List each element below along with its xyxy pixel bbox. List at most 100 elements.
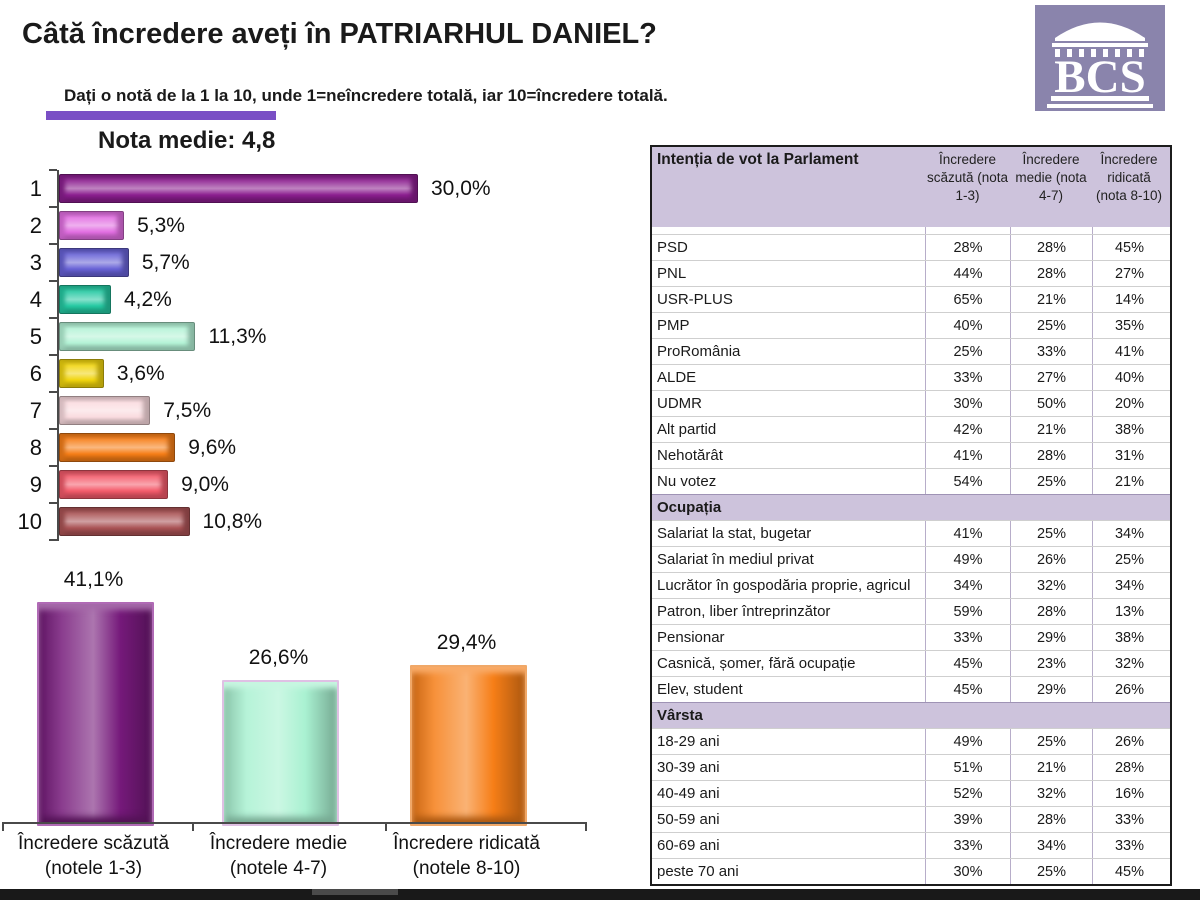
- rating-bar-row: 11,3%: [59, 318, 266, 355]
- table-cell-value: 33%: [1010, 339, 1092, 364]
- table-row: Salariat în mediul privat 49% 26% 25%: [652, 546, 1170, 572]
- table-cell-value: 32%: [1010, 781, 1092, 806]
- table-cell-value: 33%: [925, 625, 1010, 650]
- table-cell-value: 42%: [925, 417, 1010, 442]
- table-cell-value: 45%: [1092, 235, 1166, 260]
- table-cell-value: 29%: [1010, 677, 1092, 702]
- table-cell-value: 40%: [1092, 365, 1166, 390]
- table-cell-value: 16%: [1092, 781, 1166, 806]
- table-cell-value: 39%: [925, 807, 1010, 832]
- table-row-label: Alt partid: [657, 421, 717, 438]
- table-body: PSD 28% 28% 45% PNL 44% 28% 27% USR-PLUS 65% 21% 14…: [652, 234, 1170, 884]
- table-row-label: Pensionar: [657, 629, 725, 646]
- rating-bar-row: 9,0%: [59, 466, 229, 503]
- table-cell-value: 35%: [1092, 313, 1166, 338]
- table-cell-value: 20%: [1092, 391, 1166, 416]
- rating-axis-tick: [49, 391, 57, 393]
- table-cell-value: 28%: [1010, 807, 1092, 832]
- table-row-label: Salariat în mediul privat: [657, 551, 814, 568]
- rating-axis-tick: [49, 465, 57, 467]
- rating-bar-value: 3,6%: [116, 361, 165, 385]
- table-cell-value: 33%: [925, 365, 1010, 390]
- table-row-label: Casnică, șomer, fără ocupație: [657, 655, 856, 672]
- rating-bar-row: 10,8%: [59, 503, 262, 540]
- rating-axis-tick: [49, 428, 57, 430]
- rating-bar-chart: 1 2 3 4 5 6 7 8 9 10 30,0% 5,3% 5,7% 4,2% 11,3% 3,6% 7,…: [0, 169, 620, 542]
- rating-bar-value: 4,2%: [123, 287, 172, 311]
- rating-bar-row: 5,7%: [59, 244, 190, 281]
- table-cell-value: 49%: [925, 729, 1010, 754]
- table-row: Casnică, șomer, fără ocupație 45% 23% 32%: [652, 650, 1170, 676]
- table-cell-value: 31%: [1092, 443, 1166, 468]
- table-cell-value: 28%: [1010, 599, 1092, 624]
- rating-bar-value: 30,0%: [431, 176, 491, 200]
- table-row: Elev, student 45% 29% 26%: [652, 676, 1170, 702]
- rating-tick-label: 8: [29, 435, 42, 460]
- table-cell-value: 25%: [1010, 729, 1092, 754]
- table-row: 40-49 ani 52% 32% 16%: [652, 780, 1170, 806]
- table-cell-value: 30%: [925, 859, 1010, 884]
- table-cell-value: 34%: [1010, 833, 1092, 858]
- table-cell-value: 21%: [1010, 287, 1092, 312]
- table-row: 60-69 ani 33% 34% 33%: [652, 832, 1170, 858]
- table-cell-value: 21%: [1010, 755, 1092, 780]
- table-row: Salariat la stat, bugetar 41% 25% 34%: [652, 520, 1170, 546]
- table-row: PNL 44% 28% 27%: [652, 260, 1170, 286]
- table-row-label: USR-PLUS: [657, 291, 733, 308]
- table-cell-value: 40%: [925, 313, 1010, 338]
- table-cell-value: 34%: [1092, 521, 1166, 546]
- table-row: Nehotărât 41% 28% 31%: [652, 442, 1170, 468]
- rating-tick-label: 4: [29, 287, 42, 312]
- page-title: Câtă încredere aveți în PATRIARHUL DANIE…: [22, 18, 657, 50]
- category-bar: [222, 679, 339, 826]
- rating-bar: [59, 211, 125, 240]
- table-row-label: 40-49 ani: [657, 785, 720, 802]
- table-cell-value: 65%: [925, 287, 1010, 312]
- category-bar-value: 26,6%: [248, 645, 309, 669]
- table-cell-value: 26%: [1092, 677, 1166, 702]
- table-cell-value: 28%: [1010, 261, 1092, 286]
- rating-bar-row: 4,2%: [59, 281, 172, 318]
- table-row: PMP 40% 25% 35%: [652, 312, 1170, 338]
- table-cell-value: 52%: [925, 781, 1010, 806]
- rating-axis-tick: [49, 169, 57, 171]
- category-axis-tick: [192, 824, 194, 831]
- rating-bar-value: 9,0%: [181, 472, 229, 496]
- table-row-label: Nu votez: [657, 473, 717, 490]
- subtitle-underline: [46, 111, 276, 120]
- rating-tick-label: 10: [17, 509, 42, 534]
- table-row-label: 30-39 ani: [657, 759, 720, 776]
- rating-bar-value: 5,3%: [137, 213, 185, 237]
- table-cell-value: 25%: [1010, 313, 1092, 338]
- rating-axis-tick: [49, 280, 57, 282]
- rating-tick-label: 5: [29, 324, 42, 349]
- table-row: USR-PLUS 65% 21% 14%: [652, 286, 1170, 312]
- table-row: ALDE 33% 27% 40%: [652, 364, 1170, 390]
- table-row-label: 60-69 ani: [657, 837, 720, 854]
- rating-bar-row: 7,5%: [59, 392, 211, 429]
- table-section-label: Vârsta: [657, 707, 703, 724]
- table-cell-value: 41%: [925, 521, 1010, 546]
- table-section-label: Ocupația: [657, 499, 722, 516]
- table-row-label: Elev, student: [657, 681, 743, 698]
- table-row-label: Patron, liber întreprinzător: [657, 603, 831, 620]
- table-cell-value: 45%: [1092, 859, 1166, 884]
- table-cell-value: 41%: [925, 443, 1010, 468]
- table-row: UDMR 30% 50% 20%: [652, 390, 1170, 416]
- rating-bar: [59, 359, 104, 388]
- table-cell-value: 23%: [1010, 651, 1092, 676]
- table-cell-value: 44%: [925, 261, 1010, 286]
- table-cell-value: 27%: [1010, 365, 1092, 390]
- category-axis-tick: [385, 824, 387, 831]
- category-chart: 41,1% Încredere scăzută (notele 1-3) 26,6% Î…: [0, 552, 620, 892]
- rating-bar: [59, 507, 190, 536]
- table-cell-value: 50%: [1010, 391, 1092, 416]
- table-row: Lucrător în gospodăria proprie, agricul 3…: [652, 572, 1170, 598]
- category-bar-value: 29,4%: [436, 630, 497, 654]
- category-bar: [37, 602, 154, 826]
- table-header-col: Încredere scăzută (nota 1-3): [926, 152, 1009, 204]
- table-cell-value: 25%: [1010, 469, 1092, 494]
- table-row: 30-39 ani 51% 21% 28%: [652, 754, 1170, 780]
- rating-bar-row: 9,6%: [59, 429, 236, 466]
- table-cell-value: 25%: [1010, 521, 1092, 546]
